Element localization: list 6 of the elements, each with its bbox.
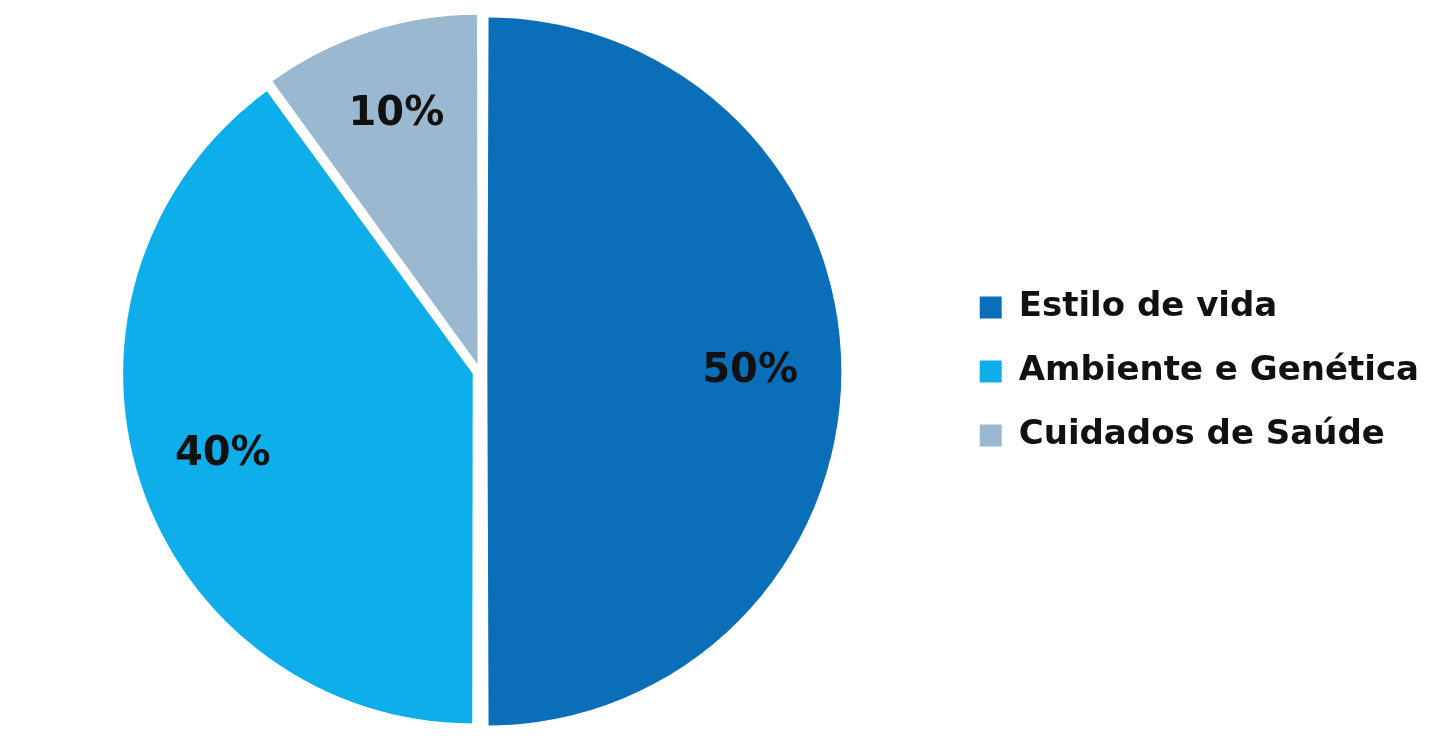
data-label: 10%	[348, 87, 445, 134]
legend-label: Ambiente e Genética	[1018, 348, 1419, 389]
data-label: 40%	[174, 428, 271, 475]
legend-label: Cuidados de Saúde	[1018, 412, 1385, 453]
data-label: 50%	[702, 344, 798, 391]
legend-label: Estilo de vida	[1018, 284, 1278, 325]
